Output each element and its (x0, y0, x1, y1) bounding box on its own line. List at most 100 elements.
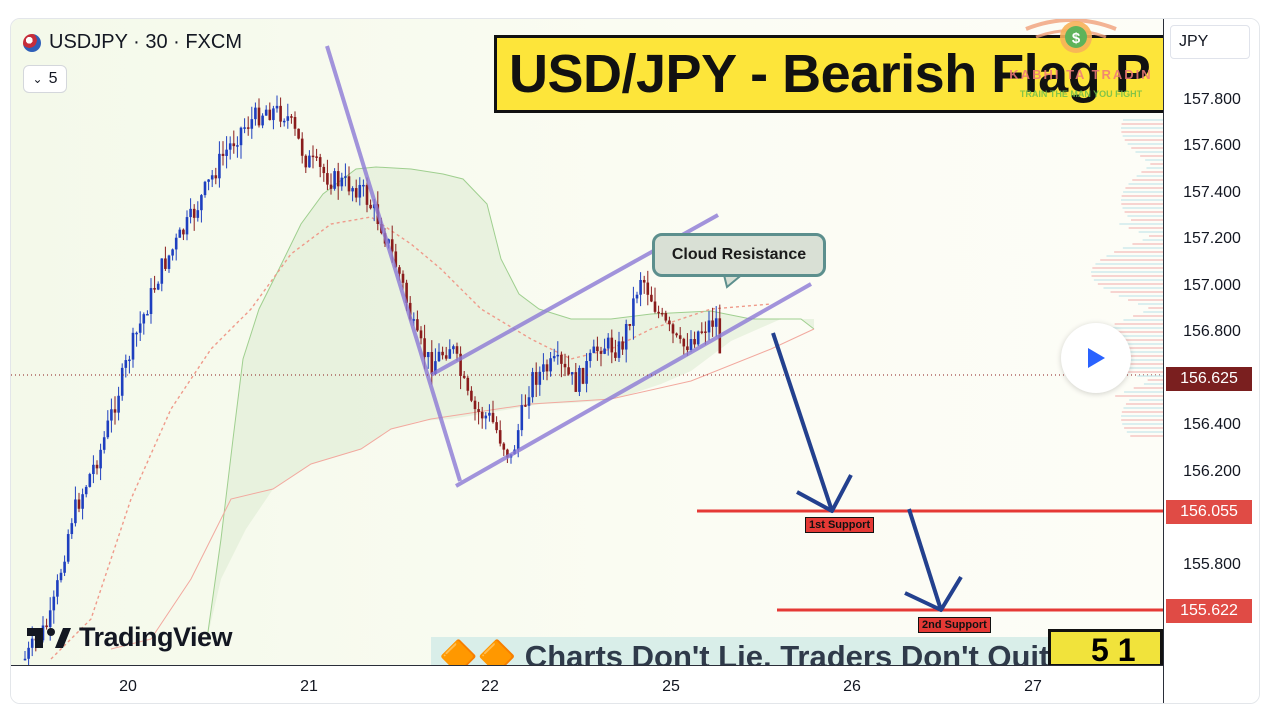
price-tick-label: 156.200 (1183, 462, 1241, 480)
candle-body (48, 610, 52, 628)
candle-body (300, 138, 304, 156)
candle-body (574, 372, 578, 392)
volume-profile-bar (1125, 187, 1163, 189)
currency-selector[interactable]: JPY (1170, 25, 1250, 59)
candle-body (257, 107, 261, 126)
volume-profile-bar (1138, 231, 1163, 233)
volume-profile-bar (1146, 167, 1163, 169)
play-button[interactable] (1061, 323, 1131, 393)
time-axis[interactable]: 20 21 22 25 26 27 (11, 665, 1163, 703)
candle-body (203, 181, 207, 196)
volume-profile-bar (1092, 267, 1163, 269)
symbol-header[interactable]: USDJPY · 30 · FXCM (23, 31, 242, 54)
candle-body (214, 175, 218, 179)
volume-profile-bar (1127, 143, 1163, 145)
chevron-down-icon: ⌄ (32, 72, 43, 86)
projection-arrowhead-2 (904, 575, 963, 612)
candle-body (95, 464, 99, 469)
volume-profile-bar (1115, 395, 1163, 397)
candle-body (124, 360, 128, 368)
candle-body (358, 184, 362, 198)
candle-body (74, 499, 77, 524)
candle-body (333, 171, 336, 189)
candle-body (567, 367, 570, 375)
candle-body (405, 282, 408, 303)
volume-profile-bar (1121, 415, 1163, 417)
price-tick-label: 157.200 (1183, 230, 1241, 248)
candle-body (120, 367, 124, 396)
candle-body (671, 324, 675, 334)
volume-profile-bar (1141, 171, 1163, 173)
footer-box: 5 1 1 (1048, 629, 1163, 665)
candle-body (293, 117, 297, 129)
candle-body (466, 377, 470, 391)
time-tick-label: 26 (843, 678, 861, 695)
candle-body (434, 361, 437, 375)
volume-profile-bar (1143, 311, 1163, 313)
candle-body (657, 311, 660, 314)
volume-profile-bar (1122, 119, 1163, 121)
projection-arrow-2 (907, 508, 943, 611)
candle-body (441, 351, 444, 356)
candle-body (113, 409, 117, 413)
candle-body (164, 258, 167, 269)
candle-body (351, 188, 354, 192)
candle-body (412, 319, 416, 321)
candle-body (542, 364, 545, 372)
candle-body (596, 346, 599, 352)
volume-profile-bar (1121, 127, 1163, 129)
candle-body (556, 354, 560, 357)
volume-profile-bar (1100, 331, 1163, 333)
candle-body (362, 184, 365, 187)
collapse-count: 5 (48, 70, 58, 87)
candle-body (268, 109, 272, 121)
candle-body (484, 415, 488, 419)
volume-profile-bar (1143, 383, 1163, 385)
volume-profile-bar (1092, 339, 1163, 341)
candle-body (624, 323, 628, 350)
price-axis[interactable]: JPY 157.800 157.600 157.400 157.200 157.000 1… (1163, 19, 1259, 703)
tradingview-logo[interactable]: TradingView (27, 622, 233, 653)
volume-profile-bar (1128, 299, 1163, 301)
candle-body (621, 341, 624, 350)
candle-body (30, 638, 34, 648)
volume-profile-bar (1122, 247, 1163, 249)
candle-body (552, 356, 556, 359)
candle-body (354, 188, 358, 198)
candle-body (502, 443, 506, 450)
footer-banner: 🔶🔶 Charts Don't Lie, Traders Don't Quit (431, 637, 1163, 665)
plot-area[interactable]: USDJPY · 30 · FXCM ⌄ 5 USD/JPY - Bearish… (11, 19, 1163, 665)
candle-body (102, 437, 106, 450)
candle-body (261, 115, 264, 126)
candle-body (408, 302, 412, 320)
volume-profile-bar (1150, 163, 1163, 165)
play-icon (1088, 348, 1105, 368)
candle-body (329, 184, 333, 189)
candle-body (506, 449, 509, 458)
candle-body (92, 464, 95, 475)
footer-box-text: 5 1 1 (1091, 632, 1136, 665)
volume-profile-bar (1121, 199, 1163, 201)
collapse-toggle[interactable]: ⌄ 5 (23, 65, 67, 93)
candle-body (549, 358, 552, 372)
candle-body (520, 405, 524, 431)
candle-body (23, 658, 27, 661)
candle-body (171, 249, 174, 256)
candle-body (578, 367, 581, 392)
candle-body (340, 177, 344, 187)
volume-profile-bar (1122, 135, 1163, 137)
candle-body (228, 143, 232, 150)
volume-profile-bar (1123, 407, 1163, 409)
price-tick-label: 157.000 (1183, 276, 1241, 294)
candle-body (452, 346, 455, 350)
candle-body (426, 352, 430, 358)
candle-body (394, 251, 398, 268)
channel-lower-line (455, 282, 812, 488)
candle-body (318, 157, 322, 167)
candle-body (185, 217, 189, 235)
candle-body (606, 337, 610, 349)
candle-body (538, 371, 542, 385)
candle-body (448, 349, 452, 359)
chart-frame: USDJPY · 30 · FXCM ⌄ 5 USD/JPY - Bearish… (10, 18, 1260, 704)
time-tick-label: 22 (481, 678, 499, 695)
